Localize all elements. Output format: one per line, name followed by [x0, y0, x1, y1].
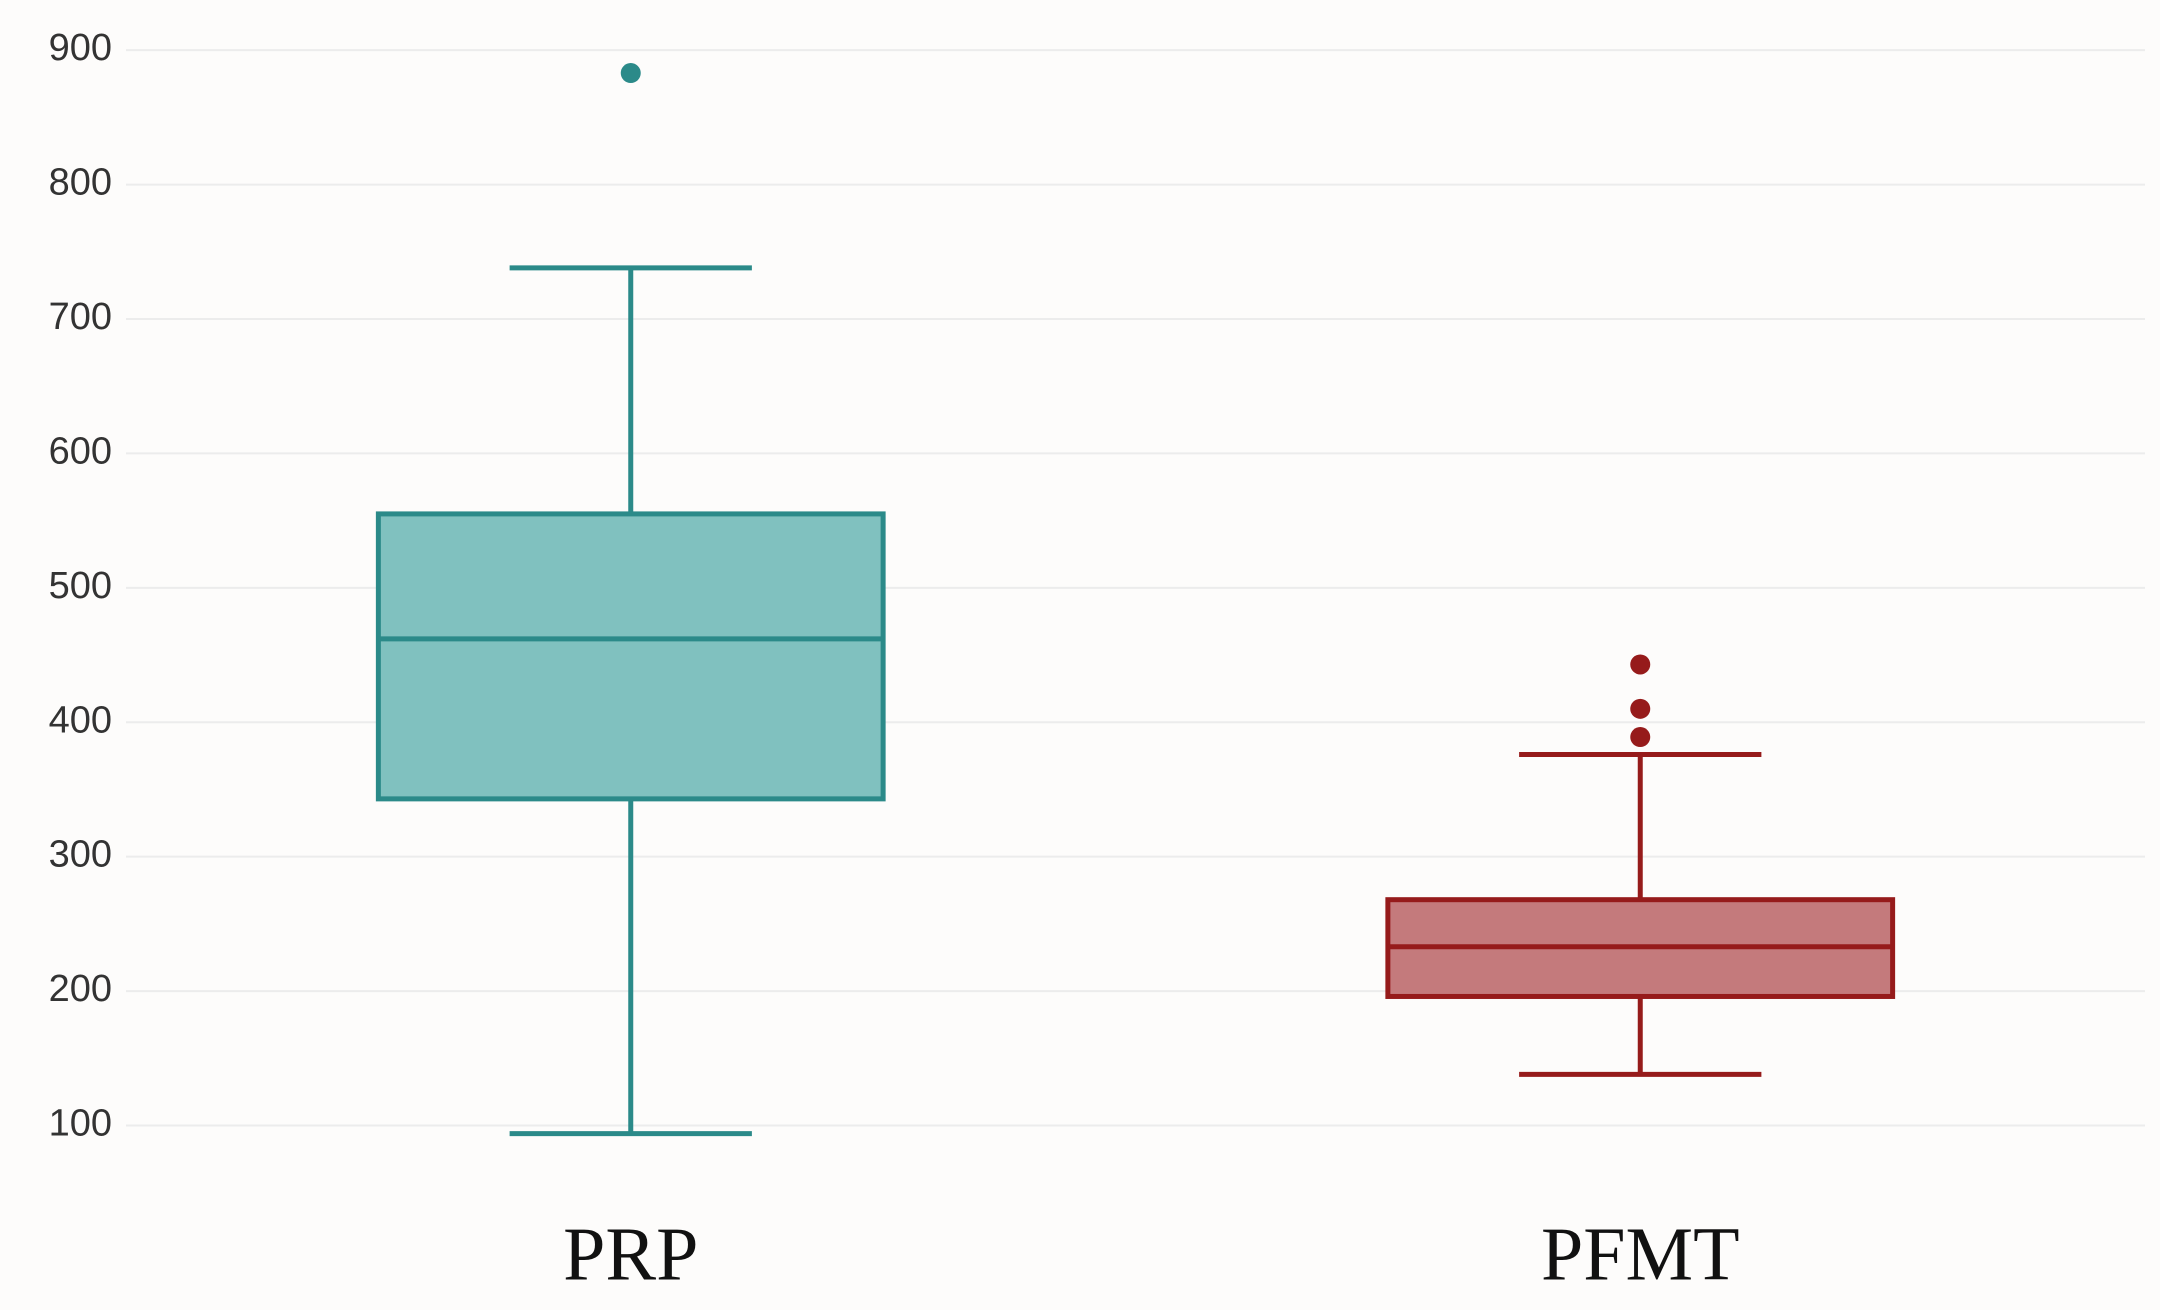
- y-tick-label: 500: [49, 565, 112, 607]
- y-tick-label: 200: [49, 968, 112, 1010]
- outlier: [1630, 727, 1651, 748]
- x-tick-label: PFMT: [1541, 1212, 1740, 1296]
- y-tick-label: 400: [49, 699, 112, 741]
- box: [375, 511, 886, 802]
- outlier: [620, 63, 641, 84]
- outlier: [1630, 654, 1651, 675]
- y-tick-label: 300: [49, 834, 112, 876]
- outlier: [1630, 698, 1651, 719]
- y-tick-label: 100: [49, 1103, 112, 1145]
- y-tick-label: 600: [49, 430, 112, 472]
- y-tick-label: 700: [49, 296, 112, 338]
- x-tick-label: PRP: [563, 1212, 698, 1296]
- y-tick-label: 800: [49, 162, 112, 204]
- y-tick-label: 900: [49, 27, 112, 69]
